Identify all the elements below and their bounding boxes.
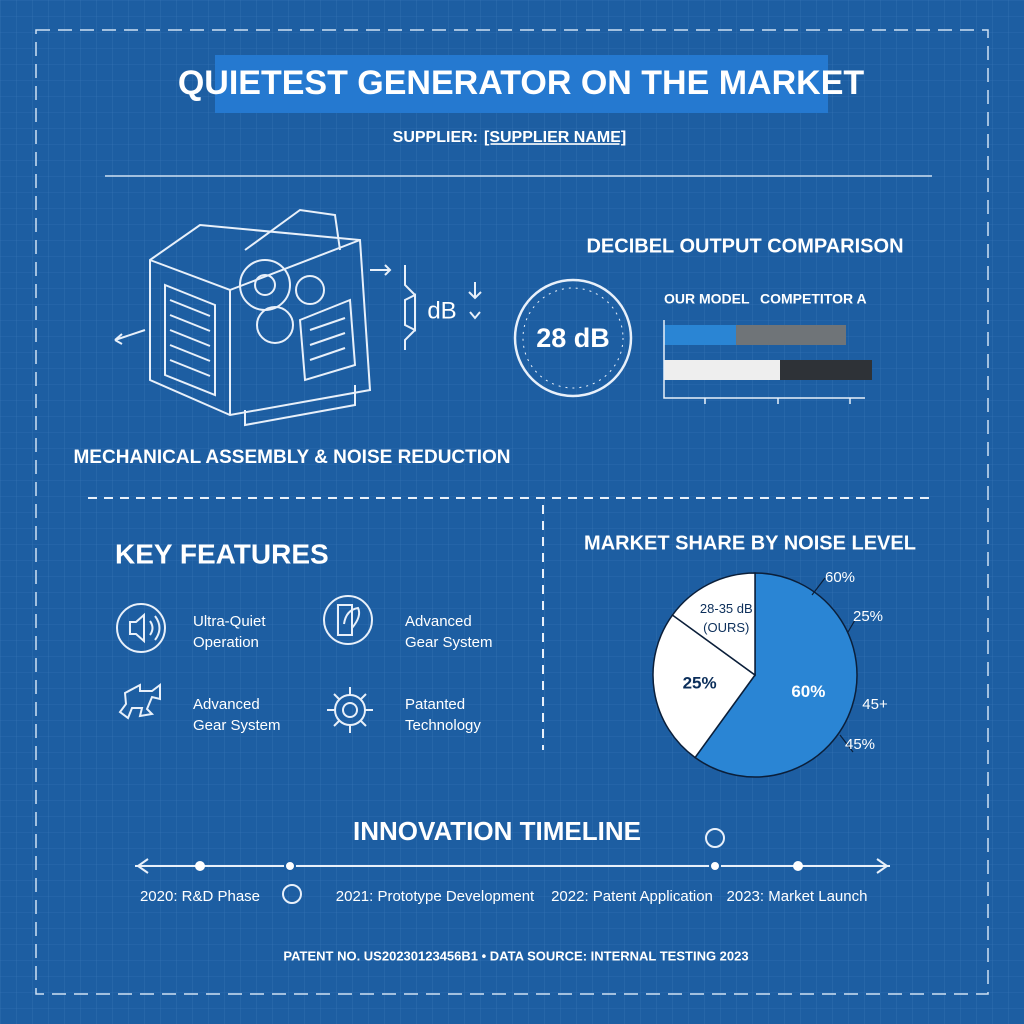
feature-text: Gear System bbox=[193, 717, 281, 734]
bar-segment bbox=[664, 360, 780, 380]
title-banner bbox=[215, 55, 828, 113]
gauge-ticks bbox=[522, 287, 624, 389]
timeline-dots bbox=[195, 860, 803, 872]
feature-icons bbox=[116, 595, 373, 733]
feature-text: Ultra-Quiet bbox=[193, 613, 266, 630]
bar-axis bbox=[663, 320, 865, 404]
feature-text: Operation bbox=[193, 634, 259, 651]
slice-label: 28-35 dB bbox=[700, 601, 753, 616]
leader-lines bbox=[811, 577, 856, 753]
timeline-dot bbox=[709, 860, 721, 872]
supplier-name: [SUPPLIER NAME] bbox=[484, 129, 626, 146]
outer-label: 60% bbox=[825, 569, 855, 586]
pie-title: MARKET SHARE BY NOISE LEVEL bbox=[584, 532, 916, 554]
timeline-axis bbox=[135, 828, 890, 904]
timeline-event: 2020: R&D Phase bbox=[140, 888, 260, 905]
generator-illustration bbox=[114, 208, 482, 427]
pie-chart: 60% 25% 28-35 dB (OURS) bbox=[652, 572, 858, 778]
feature-text: Patanted bbox=[405, 696, 465, 713]
timeline-event: 2022: Patent Application bbox=[551, 888, 713, 905]
outer-label: 45% bbox=[845, 736, 875, 753]
bar-segment bbox=[736, 325, 846, 345]
legend-label: OUR MODEL bbox=[664, 291, 750, 307]
timeline-event: 2021: Prototype Development bbox=[336, 888, 535, 905]
pie-slice bbox=[652, 613, 757, 759]
supplier-label: SUPPLIER: bbox=[393, 129, 478, 146]
timeline-event: 2023: Market Launch bbox=[727, 888, 868, 905]
db-icon-label: dB bbox=[427, 297, 456, 324]
outer-label: 45+ bbox=[862, 696, 888, 713]
feature-text: Gear System bbox=[405, 634, 493, 651]
footer: PATENT NO. US20230123456B1 • DATA SOURCE… bbox=[283, 948, 748, 963]
feature-text: Advanced bbox=[193, 696, 260, 713]
bar-segment bbox=[664, 325, 736, 345]
slice-label: 60% bbox=[791, 682, 825, 701]
illustration-caption: MECHANICAL ASSEMBLY & NOISE REDUCTION bbox=[73, 447, 510, 468]
feature-text: Advanced bbox=[405, 613, 472, 630]
frame bbox=[35, 29, 989, 995]
slice-label: (OURS) bbox=[703, 620, 749, 635]
pie-remainder bbox=[671, 572, 756, 677]
features-title: KEY FEATURES bbox=[115, 538, 329, 569]
pie-slice bbox=[693, 572, 858, 778]
section-title: DECIBEL OUTPUT COMPARISON bbox=[586, 235, 903, 257]
timeline-dot bbox=[284, 860, 296, 872]
gauge bbox=[513, 278, 633, 398]
legend-label: COMPETITOR A bbox=[760, 291, 867, 307]
outer-label: 25% bbox=[853, 608, 883, 625]
feature-text: Technology bbox=[405, 717, 481, 734]
timeline-title: INNOVATION TIMELINE bbox=[353, 816, 641, 846]
timeline-dot bbox=[195, 861, 205, 871]
bar-segment bbox=[780, 360, 872, 380]
gauge-label: 28 dB bbox=[536, 323, 610, 353]
title: QUIETEST GENERATOR ON THE MARKET bbox=[178, 64, 865, 102]
slice-label: 25% bbox=[683, 673, 717, 692]
timeline-dot bbox=[793, 861, 803, 871]
feature-list: Ultra-Quiet Operation Advanced Gear System A… bbox=[193, 613, 493, 734]
